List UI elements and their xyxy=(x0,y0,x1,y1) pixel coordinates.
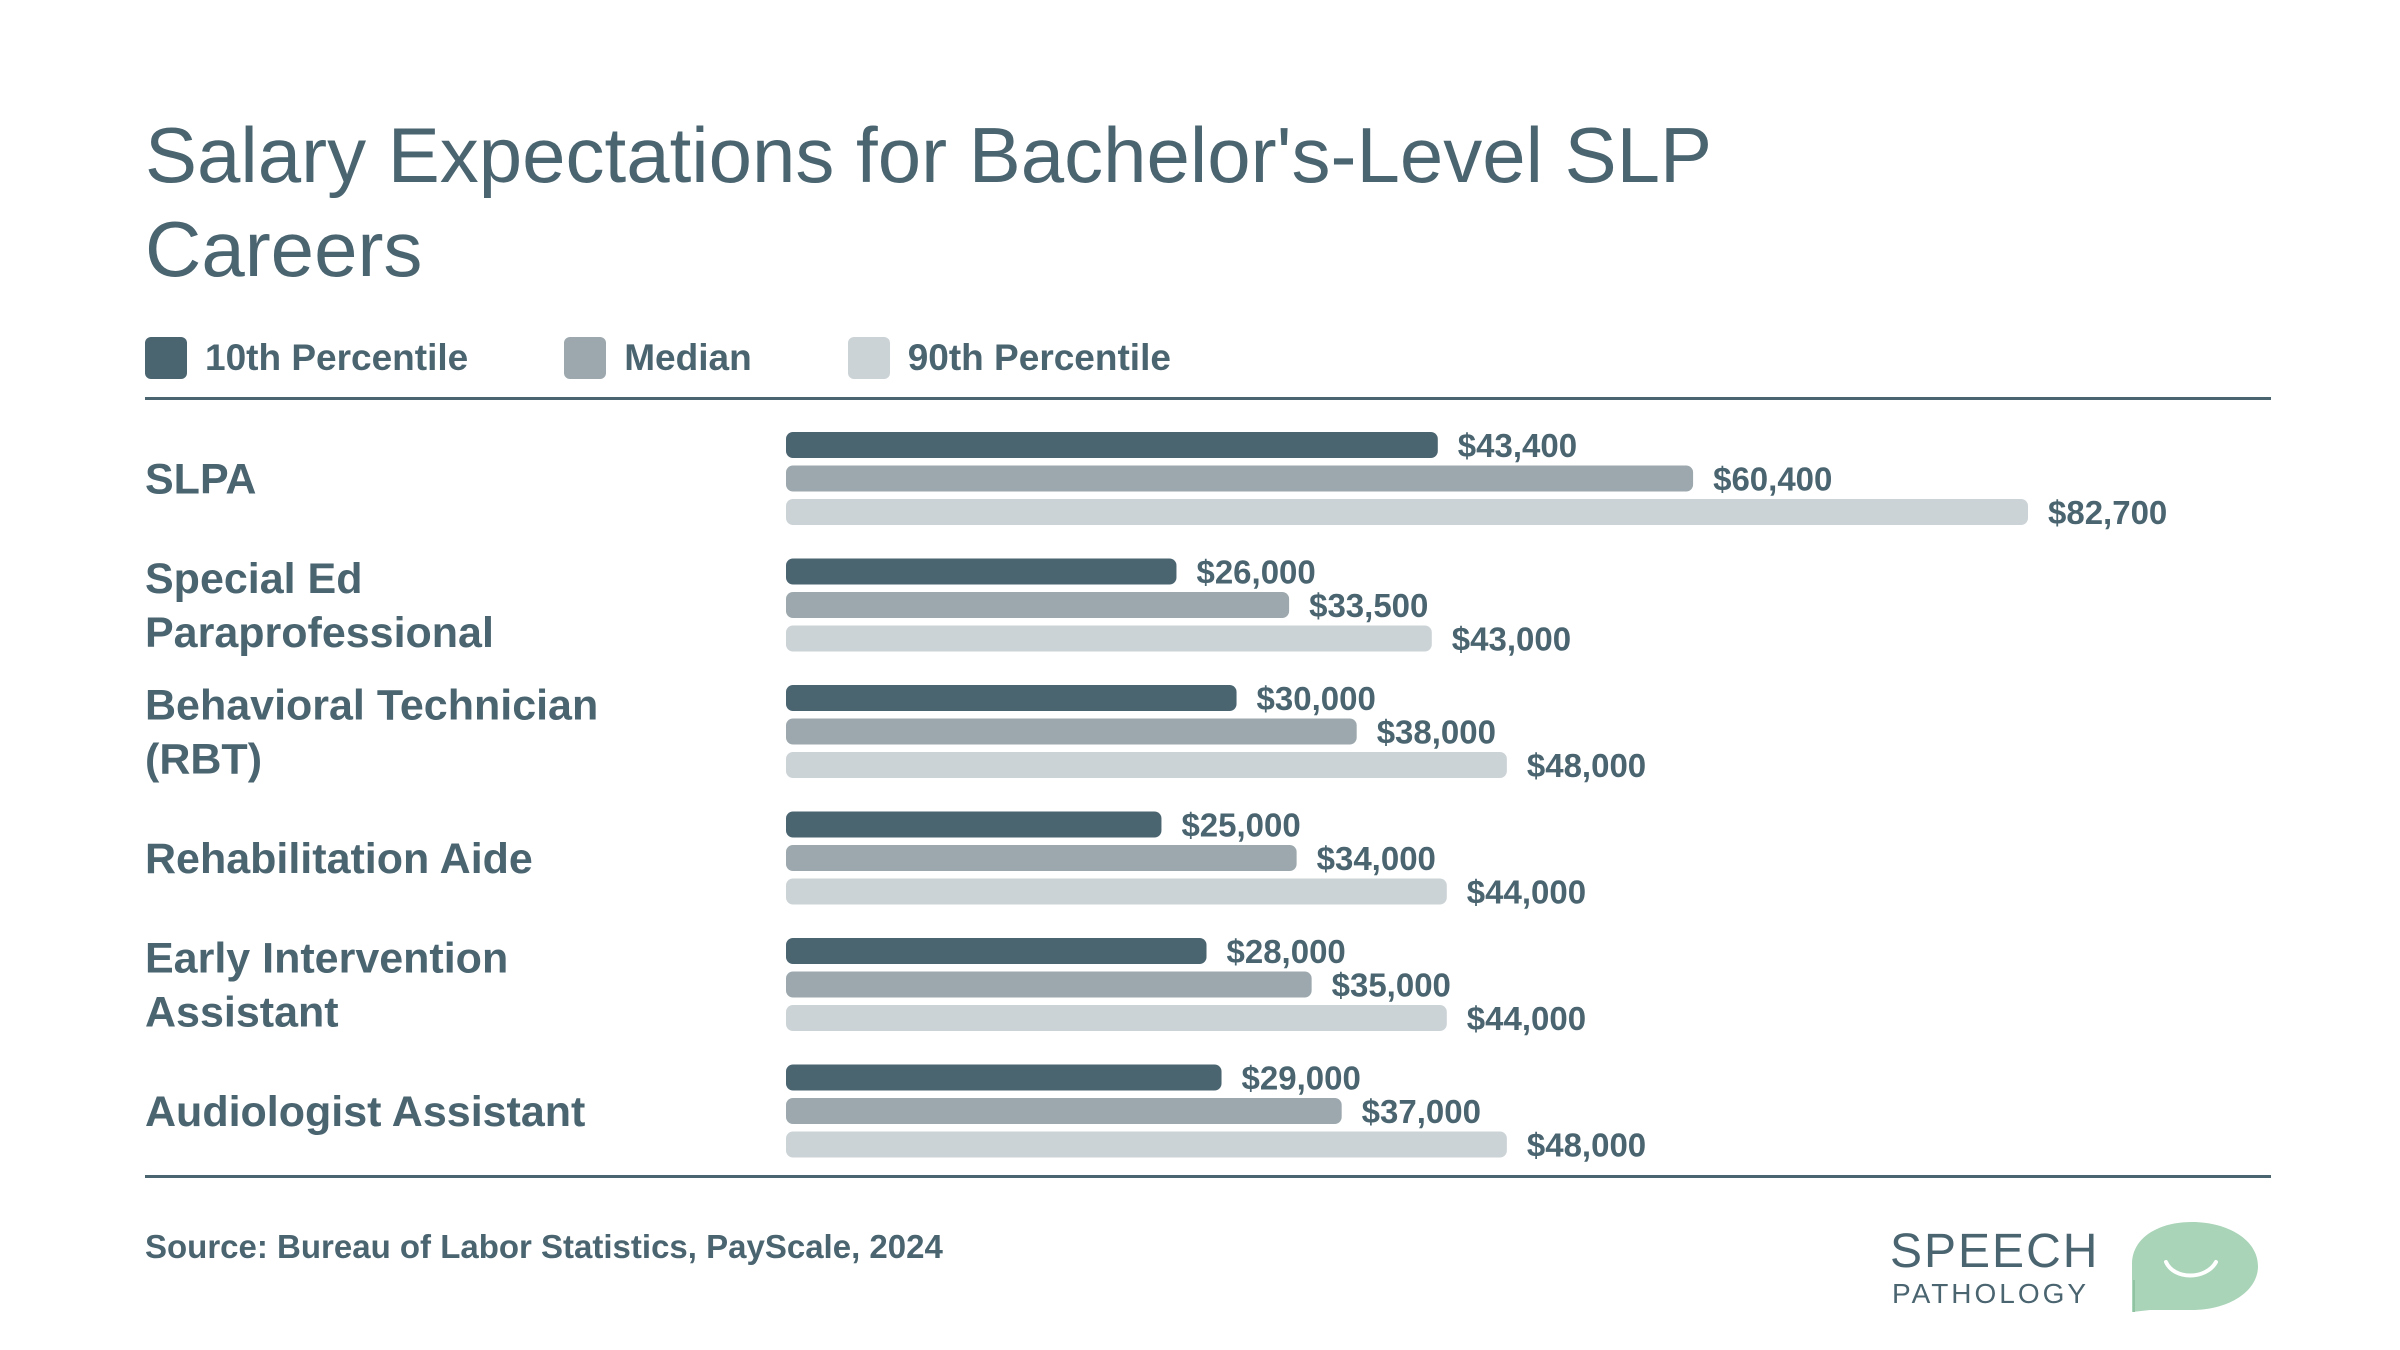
legend-label-90th-percentile: 90th Percentile xyxy=(907,337,1171,378)
category-label-line: SLPA xyxy=(145,456,257,504)
category-label-line: Behavioral Technician xyxy=(145,682,598,730)
bar xyxy=(786,811,1162,838)
logo-word-pathology: PATHOLOGY xyxy=(1892,1278,2090,1309)
category-label-line: Paraprofessional xyxy=(145,609,494,657)
category-label: Audiologist Assistant xyxy=(145,1088,585,1136)
legend: 10th Percentile Median 90th Percentile xyxy=(145,334,1267,382)
category-label: SLPA xyxy=(145,456,257,504)
data-label: $48,000 xyxy=(1527,1127,1646,1164)
source-note: Source: Bureau of Labor Statistics, PayS… xyxy=(145,1228,943,1265)
category-label: Special Ed Paraprofessional xyxy=(145,555,494,657)
category-label-line: Early Intervention xyxy=(145,935,508,983)
legend-swatch-10th-percentile xyxy=(145,337,187,379)
category-label-line: Special Ed xyxy=(145,555,362,603)
category-label: Behavioral Technician (RBT) xyxy=(145,682,598,784)
bar xyxy=(786,625,1432,652)
legend-item-10th-percentile: 10th Percentile xyxy=(145,337,468,379)
data-label: $37,000 xyxy=(1362,1093,1481,1130)
legend-label-median: Median xyxy=(624,337,752,378)
data-label: $82,700 xyxy=(2048,494,2167,531)
legend-swatch-90th-percentile xyxy=(847,337,890,379)
bar xyxy=(786,432,1438,458)
chart-title: Salary Expectations for Bachelor's-Level… xyxy=(145,111,1711,293)
category-label-line: Assistant xyxy=(145,989,339,1037)
logo-word-speech: SPEECH xyxy=(1890,1225,2100,1278)
bar xyxy=(786,752,1507,778)
data-label: $43,000 xyxy=(1452,621,1571,658)
data-label: $29,000 xyxy=(1242,1060,1361,1097)
data-label: $60,400 xyxy=(1713,461,1832,498)
legend-swatch-median xyxy=(564,337,607,379)
data-label: $33,500 xyxy=(1309,587,1428,624)
data-label: $34,000 xyxy=(1317,840,1436,877)
legend-label-10th-percentile: 10th Percentile xyxy=(205,337,469,378)
data-label: $38,000 xyxy=(1377,714,1496,751)
top-divider xyxy=(145,397,2271,400)
bar xyxy=(786,499,2028,525)
bar xyxy=(786,1064,1222,1091)
data-label: $30,000 xyxy=(1257,680,1376,717)
bar xyxy=(786,465,1694,492)
data-label: $48,000 xyxy=(1527,747,1646,784)
bar xyxy=(786,592,1290,618)
bar xyxy=(786,878,1447,905)
bar xyxy=(786,1131,1507,1158)
bar xyxy=(786,845,1297,871)
bottom-divider xyxy=(145,1175,2271,1178)
category-label-line: Audiologist Assistant xyxy=(145,1088,585,1136)
data-label: $28,000 xyxy=(1227,933,1346,970)
data-label: $44,000 xyxy=(1467,874,1586,911)
legend-item-median: Median xyxy=(564,337,752,379)
bar xyxy=(786,718,1357,745)
bar xyxy=(786,971,1312,998)
category-label: Rehabilitation Aide xyxy=(145,835,533,883)
speech-bubble-smile-icon xyxy=(2132,1222,2258,1312)
bar xyxy=(786,1098,1342,1124)
data-label: $26,000 xyxy=(1196,554,1315,591)
bar xyxy=(786,558,1177,585)
data-label: $44,000 xyxy=(1467,1000,1586,1037)
bar xyxy=(786,938,1207,964)
data-label: $43,400 xyxy=(1458,427,1577,464)
category-label-line: Rehabilitation Aide xyxy=(145,835,533,883)
legend-item-90th-percentile: 90th Percentile xyxy=(847,337,1171,379)
data-label: $25,000 xyxy=(1181,807,1300,844)
category-label-line: (RBT) xyxy=(145,736,262,784)
speech-pathology-logo: SPEECH PATHOLOGY xyxy=(1890,1220,2260,1312)
data-label: $35,000 xyxy=(1332,967,1451,1004)
bar xyxy=(786,1005,1447,1031)
category-label: Early Intervention Assistant xyxy=(145,935,508,1037)
bar xyxy=(786,685,1237,711)
